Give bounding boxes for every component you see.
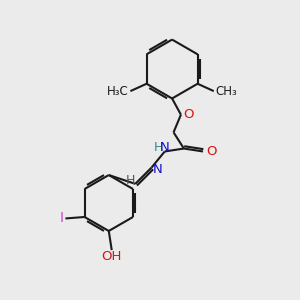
- Text: H: H: [154, 141, 163, 154]
- Text: H₃C: H₃C: [107, 85, 129, 98]
- Text: CH₃: CH₃: [215, 85, 237, 98]
- Text: O: O: [183, 108, 194, 121]
- Text: O: O: [206, 145, 217, 158]
- Text: N: N: [159, 141, 169, 154]
- Text: H: H: [126, 174, 135, 188]
- Text: OH: OH: [101, 250, 122, 262]
- Text: N: N: [153, 163, 163, 176]
- Text: I: I: [60, 212, 64, 226]
